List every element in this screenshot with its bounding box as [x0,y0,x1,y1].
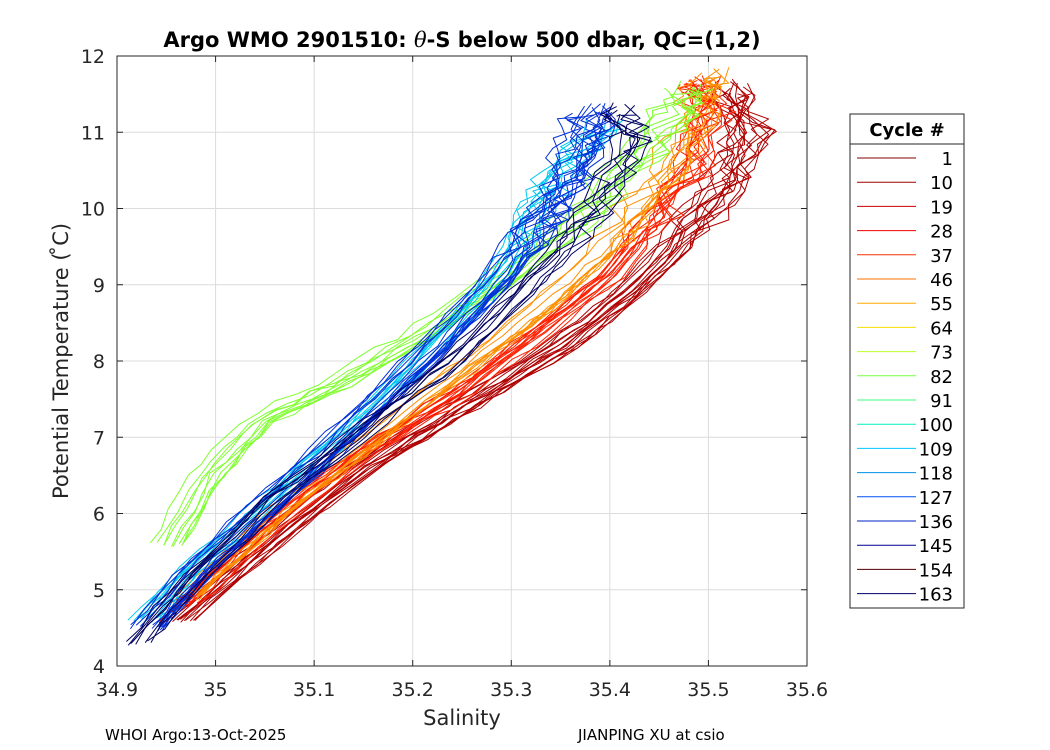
legend-label: 82 [930,367,953,388]
legend-label: 46 [930,270,953,291]
x-axis-label: Salinity [423,706,501,730]
profile-line [140,114,595,628]
profile-line [198,68,720,601]
legend-label: 100 [919,415,953,436]
footer-right: JIANPING XU at csio [577,726,725,744]
profile-line [151,107,601,629]
legend-label: 136 [919,512,953,533]
legend-label: 145 [919,536,953,557]
profile-line [127,118,588,621]
profile-line [183,92,770,622]
x-tick-label: 34.9 [96,679,138,701]
y-axis-ticks: 4 5 6 7 8 9 10 11 12 [81,46,807,678]
x-tick-label: 35.4 [589,679,631,701]
profile-line [147,114,650,642]
profile-line [129,116,582,630]
y-tick-label: 8 [93,351,105,373]
y-tick-label: 12 [81,46,105,68]
legend-label: 73 [930,343,953,364]
legend-label: 28 [930,222,953,243]
profile-line [197,79,737,606]
profile-line [127,112,636,646]
profile-line [171,86,696,547]
y-tick-label: 4 [93,656,105,678]
legend-label: 91 [930,391,953,412]
x-tick-label: 35.3 [490,679,532,701]
profile-line [161,112,611,628]
legend-label: 19 [930,197,953,218]
x-tick-label: 35.5 [687,679,729,701]
profile-line [182,82,703,545]
profile-line [130,114,641,645]
profile-line [175,84,704,607]
x-tick-label: 35.2 [392,679,434,701]
x-axis-ticks: 34.9 35 35.1 35.2 35.3 35.4 35.5 35.6 [96,56,828,701]
profile-line [135,102,639,645]
profile-line [176,87,752,621]
profile-line [172,87,702,547]
x-tick-label: 35.6 [786,679,828,701]
profile-line [164,111,613,628]
profile-line [201,67,730,595]
legend-label: 55 [930,294,953,315]
legend-label: 109 [919,439,953,460]
profile-line [126,106,627,642]
profile-lines [126,67,777,646]
profile-line [149,87,676,544]
profile-line [195,79,717,601]
y-tick-label: 6 [93,504,105,526]
x-tick-label: 35.1 [293,679,335,701]
profile-line [158,106,611,630]
profile-line [193,92,758,621]
chart-title: Argo WMO 2901510: θ-S below 500 dbar, QC… [163,28,760,52]
legend-label: 1 [942,149,953,170]
profile-line [178,91,702,544]
legend-label: 127 [919,488,953,509]
profile-line [196,68,730,596]
legend-box [849,113,965,609]
profile-line [170,87,745,619]
y-tick-label: 9 [93,275,105,297]
legend-title: Cycle # [869,120,944,141]
y-axis-label: Potential Temperature ( ̊C) [49,223,73,499]
legend-label: 10 [930,173,953,194]
y-tick-label: 10 [81,199,105,221]
legend-label: 118 [919,464,953,485]
footer-left: WHOI Argo:13-Oct-2025 [105,726,286,744]
profile-line [130,112,585,626]
legend-label: 64 [930,318,953,339]
profile-line [156,92,692,543]
y-tick-label: 5 [93,580,105,602]
profile-line [165,85,740,623]
profile-line [163,89,696,546]
y-tick-label: 7 [93,427,105,449]
legend-label: 37 [930,246,953,267]
legend: Cycle # 1 10 19 28 37 46 55 64 73 82 91 100 109 118 12… [849,113,965,609]
legend-label: 154 [919,560,953,581]
legend-entries: 1 10 19 28 37 46 55 64 73 82 91 100 109 118 127 136 145 1… [857,149,953,606]
x-tick-label: 35 [203,679,227,701]
legend-label: 163 [919,585,953,606]
y-tick-label: 11 [81,122,105,144]
profile-line [194,93,777,621]
